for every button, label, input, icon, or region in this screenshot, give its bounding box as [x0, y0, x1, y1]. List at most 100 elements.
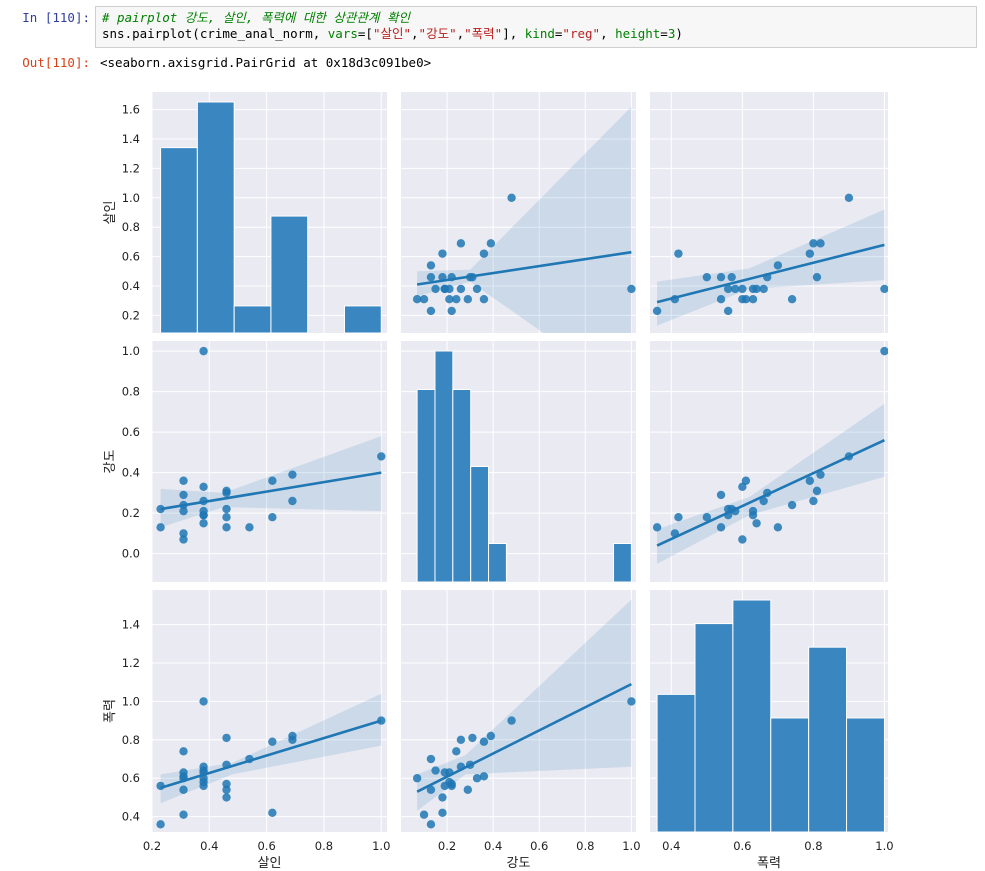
hist-bar — [613, 543, 632, 582]
scatter-point — [748, 284, 758, 294]
plot-area — [156, 346, 386, 544]
panel-강도-살인 — [151, 341, 387, 582]
scatter-point — [627, 284, 636, 294]
scatter-point — [716, 295, 726, 304]
input-prompt: In [110]: — [22, 10, 90, 25]
scatter-point — [199, 346, 208, 356]
scatter-point — [222, 793, 231, 802]
hist-bar — [808, 646, 848, 832]
scatter-point — [741, 476, 751, 485]
panel-강도-강도 — [401, 341, 636, 582]
scatter-point — [447, 779, 456, 789]
scatter-point — [419, 810, 429, 819]
code-eq: = — [554, 26, 563, 41]
scatter-point — [426, 261, 436, 270]
code-end: ) — [675, 26, 683, 41]
panel-살인-폭력 — [650, 92, 888, 333]
hist-bar — [732, 599, 772, 832]
regression-line — [160, 719, 382, 790]
code-kw-vars: vars — [327, 26, 358, 41]
x-tick-label: 0.6 — [257, 839, 275, 853]
y-axis-label: 살인 — [103, 201, 118, 225]
x-tick-label: 0.6 — [733, 839, 751, 853]
confidence-band — [417, 599, 632, 811]
scatter-point — [741, 295, 751, 304]
y-tick-label: 0.8 — [122, 220, 140, 234]
code-line: sns.pairplot(crime_anal_norm, vars=["살인"… — [102, 26, 970, 42]
code-num-height: 3 — [667, 26, 676, 41]
scatter-point — [445, 295, 454, 304]
scatter-point — [438, 793, 447, 802]
code-str-1: "살인" — [372, 26, 412, 41]
code-kw-kind: kind — [524, 26, 555, 41]
x-tick-label: 0.8 — [315, 839, 333, 853]
scatter-point — [759, 496, 768, 506]
output-cell: Out[110]: — [0, 55, 92, 70]
scatter-point — [199, 482, 208, 492]
scatter-point — [773, 523, 783, 532]
scatter-point — [222, 785, 231, 794]
panel-background — [152, 590, 387, 832]
scatter-point — [716, 490, 726, 500]
scatter-point — [652, 306, 662, 316]
scatter-point — [456, 735, 466, 745]
scatter-point — [787, 500, 797, 510]
scatter-point — [179, 747, 188, 756]
scatter-point — [880, 284, 888, 294]
scatter-point — [447, 306, 456, 316]
panel-background — [401, 92, 636, 333]
code-eq: =[ — [357, 26, 373, 41]
scatter-point — [468, 733, 477, 743]
y-tick-label: 0.8 — [122, 385, 140, 399]
y-tick-label: 0.2 — [122, 308, 140, 322]
code-str-kind: "reg" — [562, 26, 601, 41]
scatter-point — [812, 486, 822, 496]
scatter-point — [507, 716, 516, 725]
scatter-point — [844, 193, 854, 203]
hist-bar — [434, 350, 454, 582]
scatter-point — [245, 523, 254, 532]
code-call: sns.pairplot(crime_anal_norm, — [102, 26, 328, 41]
scatter-point — [179, 529, 188, 538]
y-tick-label: 0.2 — [122, 506, 140, 520]
y-tick-label: 0.4 — [122, 466, 140, 480]
panel-살인-강도 — [401, 92, 636, 333]
scatter-point — [412, 295, 422, 304]
scatter-point — [179, 535, 188, 544]
plot-area — [412, 106, 636, 333]
plot-area — [656, 599, 885, 832]
y-tick-label: 0.8 — [122, 733, 140, 747]
x-tick-label: 0.8 — [576, 839, 594, 853]
scatter-point — [268, 476, 277, 485]
scatter-point — [288, 496, 297, 506]
y-tick-label: 0.4 — [122, 810, 140, 824]
hist-bar — [470, 466, 490, 582]
y-tick-label: 0.0 — [122, 547, 140, 561]
panel-background — [152, 341, 387, 582]
scatter-point — [816, 470, 825, 479]
scatter-point — [199, 777, 208, 787]
scatter-point — [627, 697, 636, 706]
scatter-point — [479, 249, 489, 258]
scatter-point — [456, 239, 466, 248]
confidence-band — [657, 209, 885, 326]
scatter-point — [748, 510, 758, 520]
scatter-point — [179, 476, 188, 485]
code-editor[interactable]: # pairplot 강도, 살인, 폭력에 대한 상관관계 확인 sns.pa… — [95, 6, 977, 48]
scatter-point — [809, 239, 818, 248]
hist-bar — [196, 101, 235, 333]
hist-bar — [233, 305, 272, 333]
hist-bar — [656, 693, 696, 832]
hist-bar — [694, 623, 734, 832]
scatter-point — [268, 808, 277, 817]
scatter-point — [727, 272, 736, 282]
plot-area — [416, 350, 632, 582]
x-tick-label: 0.4 — [200, 839, 218, 853]
x-tick-label: 0.4 — [662, 839, 680, 853]
scatter-point — [426, 272, 436, 282]
scatter-point — [288, 731, 297, 741]
panel-살인-살인 — [151, 92, 387, 333]
scatter-point — [738, 482, 747, 492]
scatter-point — [479, 737, 489, 746]
